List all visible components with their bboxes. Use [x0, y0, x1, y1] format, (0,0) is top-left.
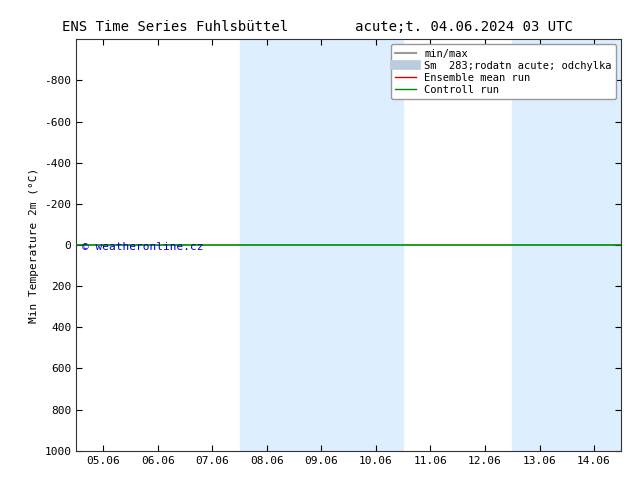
Text: ENS Time Series Fuhlsbüttel        acute;t. 04.06.2024 03 UTC: ENS Time Series Fuhlsbüttel acute;t. 04.… — [61, 20, 573, 34]
Bar — [512, 39, 621, 451]
Y-axis label: Min Temperature 2m (°C): Min Temperature 2m (°C) — [29, 168, 39, 322]
Bar — [240, 39, 403, 451]
Text: © weatheronline.cz: © weatheronline.cz — [82, 242, 203, 252]
Legend: min/max, Sm  283;rodatn acute; odchylka, Ensemble mean run, Controll run: min/max, Sm 283;rodatn acute; odchylka, … — [391, 45, 616, 99]
